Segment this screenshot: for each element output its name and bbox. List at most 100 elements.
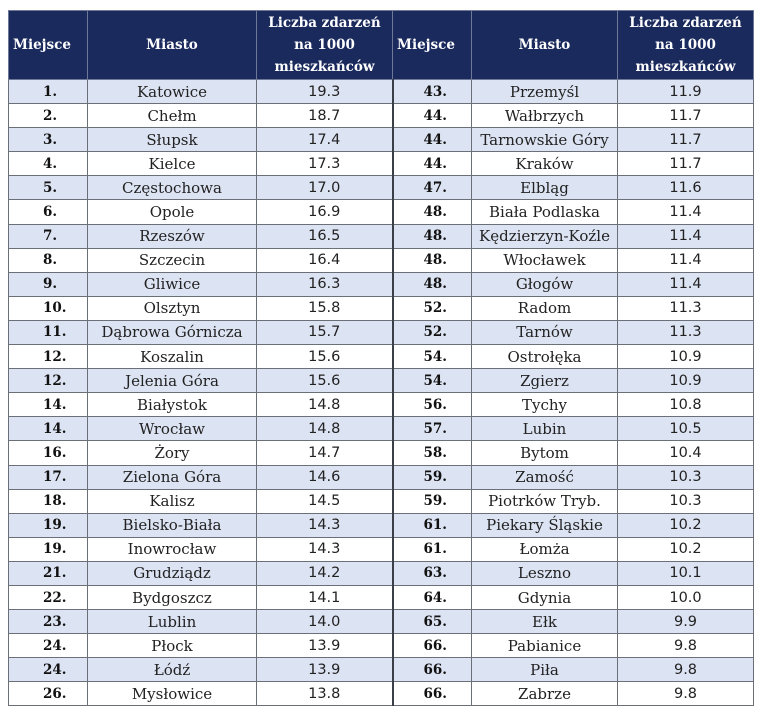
rank-cell-right: 52. [391,319,472,346]
value-cell-right: 10.0 [617,584,754,611]
city-cell-right: Zabrze [471,681,618,707]
table-row: 24. Łódź 13.9 66. Piła 9.8 [8,657,754,683]
rank-cell-left: 1. [8,78,88,105]
header-rank-left: Miejsce [8,10,88,80]
city-cell-left: Płock [87,633,257,659]
value-cell-left: 19.3 [256,78,393,105]
table-header: Miejsce Miasto Liczba zdarzeń na 1000 mi… [8,10,754,80]
value-cell-right: 10.9 [617,344,754,370]
city-cell-right: Łomża [471,536,618,562]
rank-cell-right: 48. [391,271,472,297]
value-cell-right: 11.6 [617,175,754,201]
rank-cell-left: 6. [8,199,88,225]
rank-cell-right: 54. [391,368,472,394]
value-cell-right: 10.4 [617,440,754,466]
city-cell-right: Tychy [471,392,618,418]
rank-cell-left: 19. [8,536,88,562]
rank-cell-left: 8. [8,247,88,273]
table-row: 12. Jelenia Góra 15.6 54. Zgierz 10.9 [8,368,754,394]
city-cell-right: Ełk [471,609,618,635]
city-cell-right: Radom [471,295,618,321]
value-cell-right: 10.3 [617,488,754,514]
city-cell-right: Biała Podlaska [471,199,618,225]
value-cell-left: 17.4 [256,127,393,153]
city-cell-right: Pabianice [471,633,618,659]
value-cell-right: 10.8 [617,392,754,418]
table-row: 5. Częstochowa 17.0 47. Elbląg 11.6 [8,175,754,201]
value-cell-left: 15.7 [256,319,393,346]
table-body: 1. Katowice 19.3 43. Przemyśl 11.9 2. Chełm 18.7… [8,78,754,707]
value-cell-left: 14.3 [256,512,393,538]
value-cell-right: 11.4 [617,199,754,225]
city-cell-left: Zielona Góra [87,464,257,490]
rank-cell-right: 66. [391,681,472,707]
value-cell-right: 10.2 [617,512,754,538]
rank-cell-left: 16. [8,440,88,466]
value-cell-left: 13.8 [256,681,393,707]
value-cell-left: 14.6 [256,464,393,490]
city-cell-left: Rzeszów [87,223,257,249]
rank-cell-left: 17. [8,464,88,490]
rank-cell-right: 63. [391,560,472,586]
value-cell-left: 14.1 [256,584,393,611]
value-cell-right: 11.3 [617,295,754,321]
value-cell-right: 11.3 [617,319,754,346]
city-cell-left: Chełm [87,103,257,129]
rank-cell-left: 2. [8,103,88,129]
rank-cell-right: 64. [391,584,472,611]
rank-cell-right: 52. [391,295,472,321]
value-cell-right: 10.3 [617,464,754,490]
value-cell-right: 11.4 [617,223,754,249]
city-cell-right: Leszno [471,560,618,586]
value-cell-right: 11.9 [617,78,754,105]
rank-cell-left: 9. [8,271,88,297]
table-row: 23. Lublin 14.0 65. Ełk 9.9 [8,609,754,635]
city-cell-right: Elbląg [471,175,618,201]
value-cell-left: 14.2 [256,560,393,586]
rank-cell-left: 24. [8,657,88,683]
city-cell-right: Kędzierzyn-Koźle [471,223,618,249]
table-row: 16. Żory 14.7 58. Bytom 10.4 [8,440,754,466]
city-cell-right: Piekary Śląskie [471,512,618,538]
rank-cell-right: 61. [391,536,472,562]
city-cell-left: Dąbrowa Górnicza [87,319,257,346]
city-cell-left: Łódź [87,657,257,683]
rank-cell-right: 61. [391,512,472,538]
rank-cell-left: 14. [8,416,88,442]
city-cell-right: Tarnowskie Góry [471,127,618,153]
table-row: 22. Bydgoszcz 14.1 64. Gdynia 10.0 [8,584,754,611]
rank-cell-left: 12. [8,368,88,394]
city-cell-right: Gdynia [471,584,618,611]
rank-cell-right: 44. [391,127,472,153]
rank-cell-left: 7. [8,223,88,249]
city-cell-left: Żory [87,440,257,466]
value-cell-left: 15.8 [256,295,393,321]
city-cell-left: Bydgoszcz [87,584,257,611]
table-row: 10. Olsztyn 15.8 52. Radom 11.3 [8,295,754,321]
value-cell-right: 9.8 [617,681,754,707]
city-cell-right: Tarnów [471,319,618,346]
city-cell-left: Opole [87,199,257,225]
rank-cell-left: 11. [8,319,88,346]
table-row: 19. Bielsko-Biała 14.3 61. Piekary Śląskie 10… [8,512,754,538]
rank-cell-left: 21. [8,560,88,586]
value-cell-right: 9.9 [617,609,754,635]
value-cell-right: 10.5 [617,416,754,442]
value-cell-right: 11.4 [617,247,754,273]
city-cell-right: Włocławek [471,247,618,273]
rank-cell-left: 18. [8,488,88,514]
value-cell-left: 14.0 [256,609,393,635]
city-cell-right: Wałbrzych [471,103,618,129]
table-row: 11. Dąbrowa Górnicza 15.7 52. Tarnów 11.3 [8,319,754,346]
value-cell-right: 11.4 [617,271,754,297]
table-row: 2. Chełm 18.7 44. Wałbrzych 11.7 [8,103,754,129]
value-cell-right: 11.7 [617,103,754,129]
rank-cell-right: 48. [391,199,472,225]
value-cell-left: 17.0 [256,175,393,201]
city-cell-left: Gliwice [87,271,257,297]
city-cell-right: Głogów [471,271,618,297]
city-cell-left: Słupsk [87,127,257,153]
table-row: 12. Koszalin 15.6 54. Ostrołęka 10.9 [8,344,754,370]
rank-cell-left: 3. [8,127,88,153]
ranking-table-container: Miejsce Miasto Liczba zdarzeń na 1000 mi… [8,10,754,707]
